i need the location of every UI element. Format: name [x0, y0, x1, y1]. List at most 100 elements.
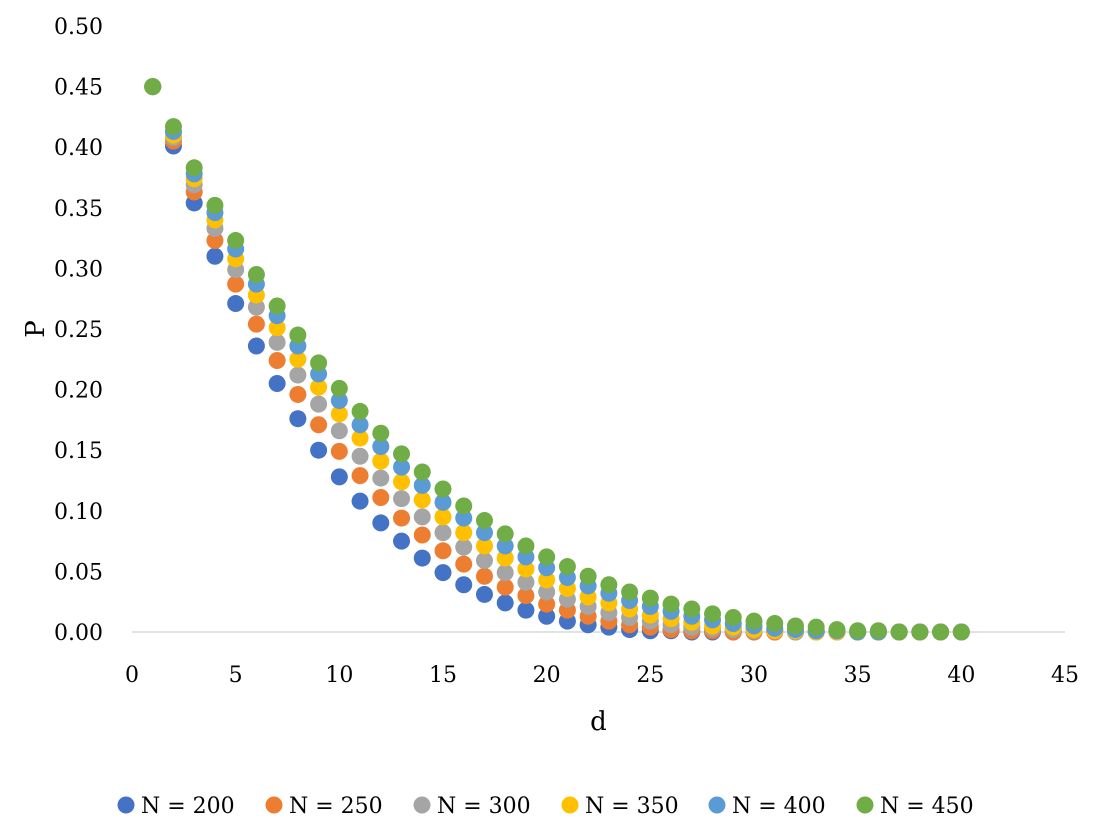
data-point [351, 467, 369, 485]
series-n-400 [144, 78, 970, 641]
data-point [496, 564, 514, 582]
series-n-450 [144, 78, 970, 641]
data-point [247, 315, 265, 333]
data-point [869, 622, 887, 640]
legend-item: N = 300 [413, 794, 531, 819]
y-tick-label: 0.05 [54, 560, 103, 585]
data-point [310, 354, 328, 372]
series-n-200 [144, 78, 970, 641]
data-point [351, 492, 369, 510]
data-point [538, 548, 556, 566]
legend-label: N = 450 [880, 794, 974, 819]
data-point [517, 601, 535, 619]
data-point [517, 587, 535, 605]
data-point [475, 551, 493, 569]
data-point [393, 445, 411, 463]
data-point [600, 576, 618, 594]
legend-label: N = 350 [585, 794, 679, 819]
data-point [247, 298, 265, 316]
data-point [393, 490, 411, 508]
data-point [330, 422, 348, 440]
x-tick-label: 45 [1051, 663, 1079, 688]
data-point [538, 607, 556, 625]
series-n-350 [144, 78, 970, 641]
y-tick-label: 0.25 [54, 318, 103, 343]
legend-marker [708, 796, 726, 814]
data-point [351, 447, 369, 465]
legend-item: N = 350 [561, 794, 679, 819]
legend-label: N = 300 [437, 794, 531, 819]
data-point [621, 583, 639, 601]
data-point [475, 524, 493, 542]
data-point [310, 416, 328, 434]
data-point [413, 526, 431, 544]
y-tick-label: 0.10 [54, 500, 103, 525]
y-tick-label: 0.35 [54, 197, 103, 222]
legend-label: N = 200 [141, 794, 235, 819]
data-point [413, 549, 431, 567]
data-point [475, 585, 493, 603]
data-point [351, 429, 369, 447]
data-point [413, 491, 431, 509]
data-point [330, 442, 348, 460]
y-tick-label: 0.50 [54, 15, 103, 40]
data-point [185, 159, 203, 177]
data-point [641, 589, 659, 607]
legend: N = 200 N = 250 N = 300 N = 350 N = 400 N = 4… [117, 794, 974, 819]
x-tick-label: 20 [533, 663, 561, 688]
data-point [227, 275, 245, 293]
data-point [247, 337, 265, 355]
data-point [455, 555, 473, 573]
data-point [393, 509, 411, 527]
data-point [413, 476, 431, 494]
data-point [268, 352, 286, 370]
x-tick-label: 15 [429, 663, 457, 688]
data-point [289, 326, 307, 344]
x-axis-title: d [590, 707, 607, 737]
y-tick-label: 0.30 [54, 257, 103, 282]
data-point [662, 595, 680, 613]
x-tick-label: 40 [947, 663, 975, 688]
data-point [434, 564, 452, 582]
y-axis-title: P [21, 320, 51, 338]
data-point [683, 600, 701, 618]
data-point [766, 615, 784, 633]
data-point [413, 508, 431, 526]
data-point [952, 623, 970, 641]
data-point [434, 508, 452, 526]
data-point [517, 560, 535, 578]
data-point [455, 524, 473, 542]
data-point [289, 385, 307, 403]
data-point [538, 583, 556, 601]
data-point [268, 297, 286, 315]
data-point [517, 537, 535, 555]
data-point [475, 511, 493, 529]
legend-item: N = 400 [708, 794, 826, 819]
data-point [393, 473, 411, 491]
data-point [413, 463, 431, 481]
data-point [144, 78, 162, 96]
data-point [330, 379, 348, 397]
data-point [496, 525, 514, 543]
series-n-300 [144, 78, 970, 641]
data-point [890, 623, 908, 641]
data-point [206, 247, 224, 265]
data-point [330, 405, 348, 423]
data-point [268, 319, 286, 337]
data-point [579, 567, 597, 585]
y-tick-label: 0.45 [54, 76, 103, 101]
x-tick-label: 35 [844, 663, 872, 688]
data-point [372, 438, 390, 456]
data-point [434, 480, 452, 498]
x-tick-label: 10 [325, 663, 353, 688]
legend-marker [856, 796, 874, 814]
data-point [206, 232, 224, 250]
data-point [393, 532, 411, 550]
y-tick-label: 0.40 [54, 136, 103, 161]
y-tick-label: 0.00 [54, 621, 103, 646]
data-point [330, 468, 348, 486]
data-point [455, 576, 473, 594]
data-point [393, 458, 411, 476]
y-axis-ticks: 0.00 0.05 0.10 0.15 0.20 0.25 0.30 0.35 0.40 0.45… [54, 15, 103, 646]
legend-label: N = 400 [732, 794, 826, 819]
